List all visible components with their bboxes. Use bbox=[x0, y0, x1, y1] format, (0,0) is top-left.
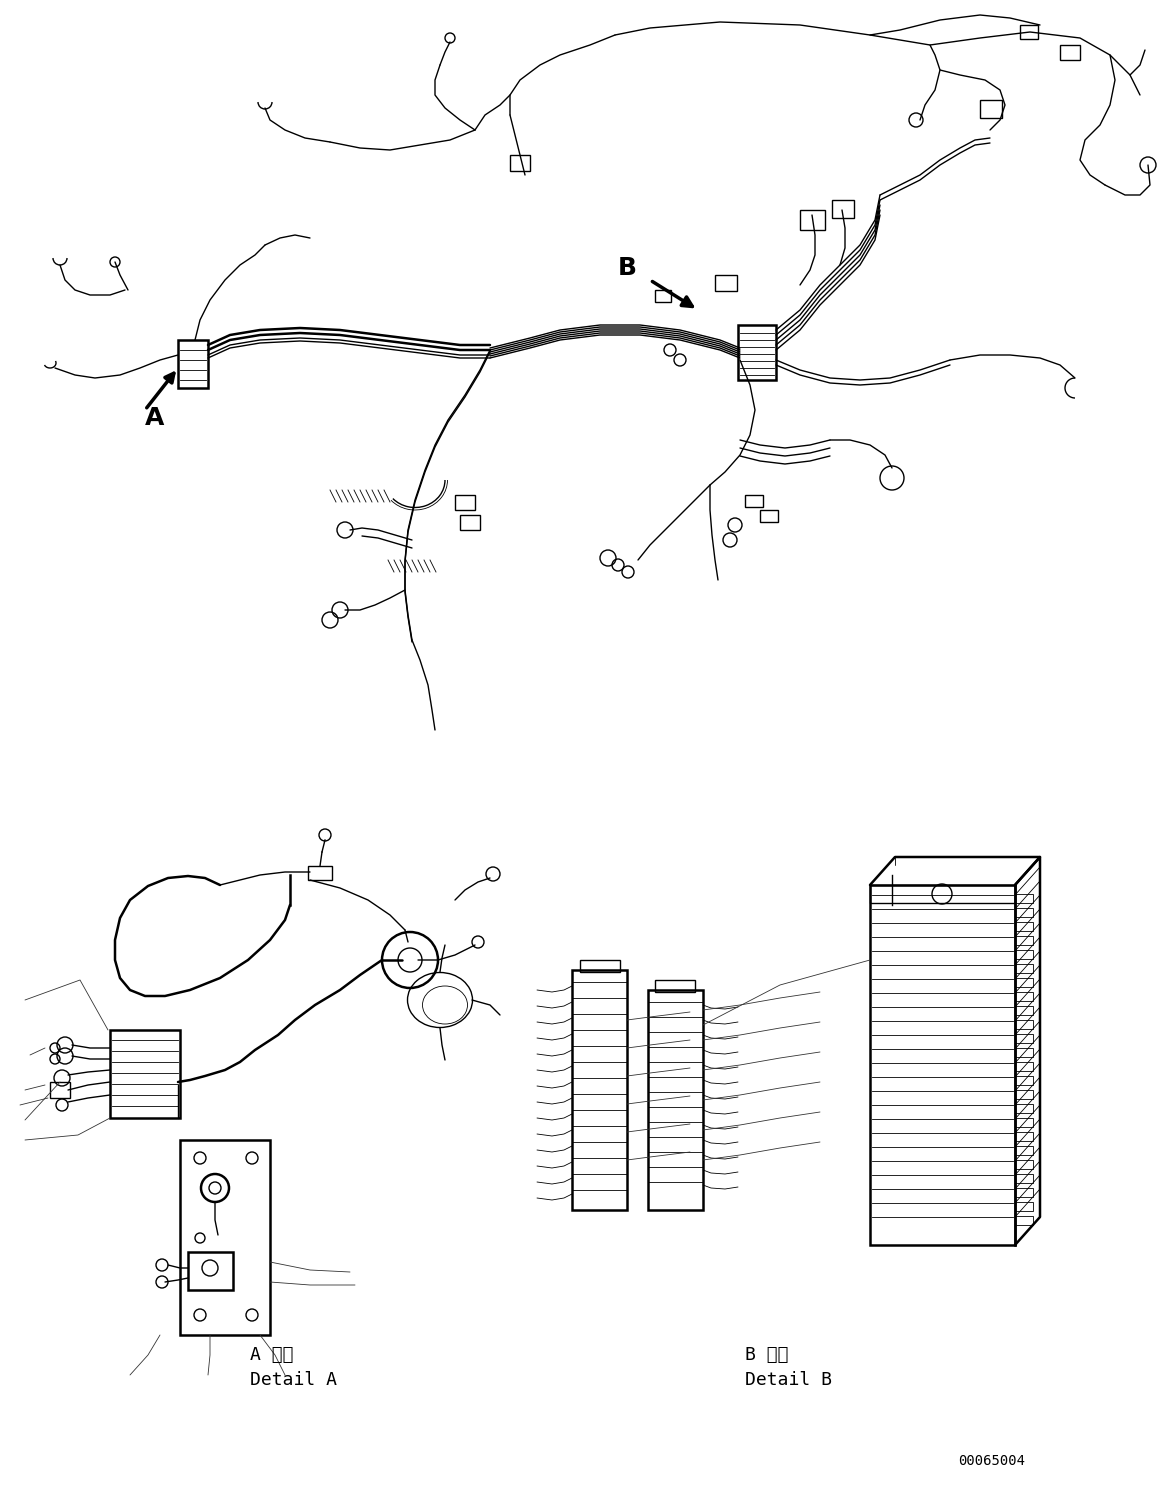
Bar bbox=[745, 496, 763, 507]
Bar bbox=[1015, 1062, 1033, 1071]
Bar bbox=[1015, 1216, 1033, 1225]
Bar bbox=[1015, 1006, 1033, 1015]
Bar bbox=[1015, 1034, 1033, 1043]
Bar bbox=[739, 324, 776, 379]
Bar bbox=[800, 210, 825, 231]
Bar bbox=[1015, 923, 1033, 931]
Text: Detail A: Detail A bbox=[250, 1370, 337, 1388]
Bar bbox=[1015, 1146, 1033, 1155]
Bar bbox=[1015, 1132, 1033, 1141]
Bar bbox=[455, 496, 475, 510]
Text: A: A bbox=[145, 406, 164, 430]
Bar bbox=[511, 155, 530, 171]
Bar bbox=[178, 339, 208, 388]
Bar bbox=[1015, 894, 1033, 903]
Bar bbox=[308, 866, 331, 879]
Bar bbox=[1015, 1076, 1033, 1085]
Bar bbox=[655, 290, 671, 302]
Text: A 詳細: A 詳細 bbox=[250, 1347, 293, 1364]
Bar bbox=[110, 1030, 180, 1117]
Bar bbox=[50, 1082, 70, 1098]
Bar bbox=[1015, 1048, 1033, 1056]
Bar bbox=[1015, 1161, 1033, 1170]
Bar bbox=[1015, 949, 1033, 958]
Bar bbox=[180, 1140, 270, 1335]
Bar bbox=[870, 885, 1015, 903]
Bar bbox=[1015, 1104, 1033, 1113]
Text: 00065004: 00065004 bbox=[958, 1454, 1025, 1469]
Bar bbox=[188, 1251, 233, 1290]
Bar bbox=[1015, 1019, 1033, 1030]
Bar bbox=[580, 960, 620, 972]
Bar bbox=[1015, 908, 1033, 917]
Text: B 詳細: B 詳細 bbox=[745, 1347, 789, 1364]
Bar bbox=[461, 515, 480, 530]
Bar bbox=[1059, 45, 1080, 60]
Bar bbox=[648, 990, 702, 1210]
Bar bbox=[655, 981, 695, 992]
Bar bbox=[715, 275, 737, 292]
Bar bbox=[980, 100, 1003, 118]
Bar bbox=[1020, 25, 1039, 39]
Bar bbox=[870, 885, 1015, 1245]
Bar bbox=[1015, 1091, 1033, 1100]
Bar bbox=[1015, 978, 1033, 987]
Bar bbox=[759, 510, 778, 522]
Text: B: B bbox=[618, 256, 637, 280]
Bar bbox=[1015, 1202, 1033, 1211]
Bar bbox=[1015, 936, 1033, 945]
Bar bbox=[1015, 964, 1033, 973]
Bar bbox=[1015, 1117, 1033, 1126]
Bar bbox=[1015, 1174, 1033, 1183]
Bar bbox=[832, 199, 854, 219]
Bar bbox=[1015, 992, 1033, 1001]
Text: Detail B: Detail B bbox=[745, 1370, 832, 1388]
Bar bbox=[572, 970, 627, 1210]
Bar bbox=[1015, 1187, 1033, 1196]
